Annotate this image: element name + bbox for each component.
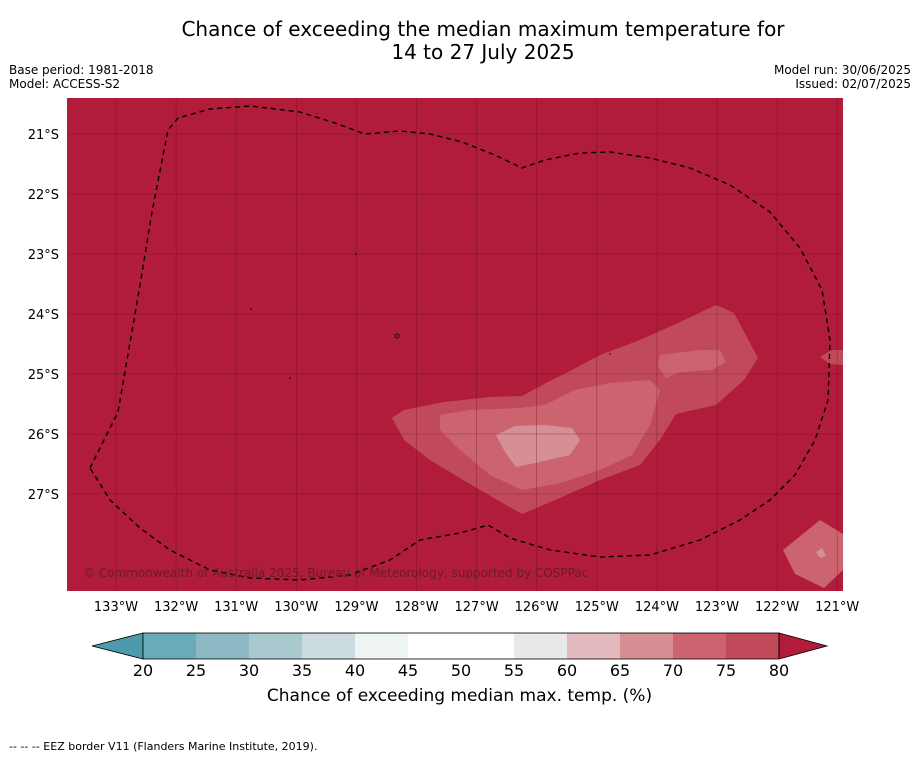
- meta-left: Base period: 1981-2018 Model: ACCESS-S2: [9, 63, 154, 91]
- colorbar-segment: [355, 633, 408, 659]
- latitude-label: 23°S: [28, 248, 59, 263]
- island-dot: [609, 353, 611, 355]
- colorbar-tick-label: 70: [663, 661, 683, 680]
- colorbar-segment: [726, 633, 779, 659]
- island-dot: [394, 333, 400, 339]
- colorbar-tick-label: 20: [133, 661, 153, 680]
- colorbar-segment: [196, 633, 249, 659]
- longitude-label: 122°W: [755, 600, 799, 615]
- contour-70-75-southeast: [783, 520, 843, 588]
- colorbar-tick-label: 80: [769, 661, 789, 680]
- colorbar-tick-label: 65: [610, 661, 630, 680]
- island-dot: [355, 253, 357, 255]
- colorbar-tick-label: 40: [345, 661, 365, 680]
- graticule: [67, 98, 843, 591]
- colorbar-segment: [249, 633, 302, 659]
- longitude-label: 124°W: [635, 600, 679, 615]
- longitude-label: 126°W: [515, 600, 559, 615]
- longitude-label: 132°W: [154, 600, 198, 615]
- latitude-label: 22°S: [28, 188, 59, 203]
- latitude-labels: 21°S 22°S 23°S 24°S 25°S 26°S 27°S: [28, 128, 59, 503]
- latitude-label: 24°S: [28, 308, 59, 323]
- colorbar-segment: [673, 633, 726, 659]
- colorbar-tick-label: 75: [716, 661, 736, 680]
- longitude-label: 123°W: [695, 600, 739, 615]
- colorbar-tick-label: 30: [239, 661, 259, 680]
- island-dot: [250, 308, 252, 310]
- colorbar-segment: [514, 633, 567, 659]
- map-title-line2: 14 to 27 July 2025: [391, 40, 575, 64]
- colorbar-tick-label: 45: [398, 661, 418, 680]
- latitude-label: 25°S: [28, 368, 59, 383]
- colorbar-frame: [142, 632, 780, 660]
- colorbar-segment: [461, 633, 514, 659]
- copyright-text: © Commonwealth of Australia 2025, Bureau…: [83, 566, 588, 580]
- meta-right: Model run: 30/06/2025 Issued: 02/07/2025: [774, 63, 911, 91]
- longitude-labels: 133°W 132°W 131°W 130°W 129°W 128°W 127°W 126°W…: [94, 600, 860, 615]
- longitude-label: 127°W: [455, 600, 499, 615]
- map-title-line1: Chance of exceeding the median maximum t…: [181, 17, 785, 41]
- colorbar-tick-label: 55: [504, 661, 524, 680]
- map-area: © Commonwealth of Australia 2025, Bureau…: [67, 98, 843, 591]
- longitude-label: 128°W: [394, 600, 438, 615]
- colorbar-segment: [143, 633, 196, 659]
- longitude-label: 121°W: [815, 600, 859, 615]
- model-text: Model: ACCESS-S2: [9, 77, 121, 91]
- colorbar-tick-label: 35: [292, 661, 312, 680]
- longitude-label: 125°W: [575, 600, 619, 615]
- longitude-label: 133°W: [94, 600, 138, 615]
- colorbar-segment: [302, 633, 355, 659]
- longitude-label: 129°W: [334, 600, 378, 615]
- colorbar: [91, 632, 829, 660]
- colorbar-segment: [620, 633, 673, 659]
- base-period-text: Base period: 1981-2018: [9, 63, 154, 77]
- colorbar-tick-label: 25: [186, 661, 206, 680]
- contour-65-70-southeast: [816, 548, 826, 558]
- colorbar-high-extend: [778, 632, 829, 660]
- colorbar-segment: [567, 633, 620, 659]
- colorbar-tick-label: 60: [557, 661, 577, 680]
- longitude-label: 131°W: [214, 600, 258, 615]
- contour-65-70-core: [496, 425, 580, 467]
- issued-text: Issued: 02/07/2025: [795, 77, 911, 91]
- map-title: Chance of exceeding the median maximum t…: [0, 18, 919, 64]
- island-dot: [289, 377, 291, 379]
- latitude-label: 26°S: [28, 428, 59, 443]
- latitude-label: 21°S: [28, 128, 59, 143]
- colorbar-ticks: 20 25 30 35 40 45 50 55 60 65 70 75 80: [133, 661, 789, 680]
- latitude-label: 27°S: [28, 488, 59, 503]
- colorbar-label: Chance of exceeding median max. temp. (%…: [266, 686, 653, 706]
- eez-border: [89, 105, 831, 581]
- colorbar-tick-label: 50: [451, 661, 471, 680]
- colorbar-low-extend: [91, 632, 144, 660]
- contour-70-75-upper: [658, 350, 726, 378]
- model-run-text: Model run: 30/06/2025: [773, 63, 911, 77]
- eez-note: -- -- -- EEZ border V11 (Flanders Marine…: [9, 740, 318, 753]
- map-figure: © Commonwealth of Australia 2025, Bureau…: [28, 98, 860, 680]
- colorbar-segment: [408, 633, 461, 659]
- longitude-label: 130°W: [274, 600, 318, 615]
